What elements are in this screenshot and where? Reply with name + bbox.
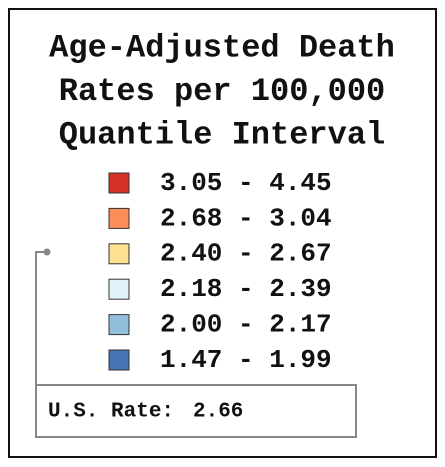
- legend-swatch: [108, 278, 130, 300]
- legend-label: 1.47 - 1.99: [160, 345, 332, 375]
- legend-label: 2.40 - 2.67: [160, 239, 332, 269]
- legend-label: 2.00 - 2.17: [160, 309, 332, 339]
- legend-border: [8, 8, 437, 458]
- legend-label: 3.05 - 4.45: [160, 168, 332, 198]
- legend-swatch: [108, 243, 130, 265]
- legend-title: Rates per 100,000: [59, 73, 385, 110]
- legend-title: Age-Adjusted Death: [49, 29, 395, 66]
- us-rate-label: U.S. Rate:: [48, 401, 174, 424]
- legend-swatch: [108, 172, 130, 194]
- connector-line: [35, 251, 47, 385]
- us-rate-box: [35, 384, 357, 438]
- legend-label: 2.18 - 2.39: [160, 274, 332, 304]
- legend-label: 2.68 - 3.04: [160, 203, 332, 233]
- legend-swatch: [108, 207, 130, 229]
- connector-dot: [43, 248, 51, 256]
- us-rate-value: 2.66: [193, 401, 243, 424]
- legend-title: Quantile Interval: [59, 116, 385, 153]
- legend-swatch: [108, 314, 130, 336]
- legend-swatch: [108, 349, 130, 371]
